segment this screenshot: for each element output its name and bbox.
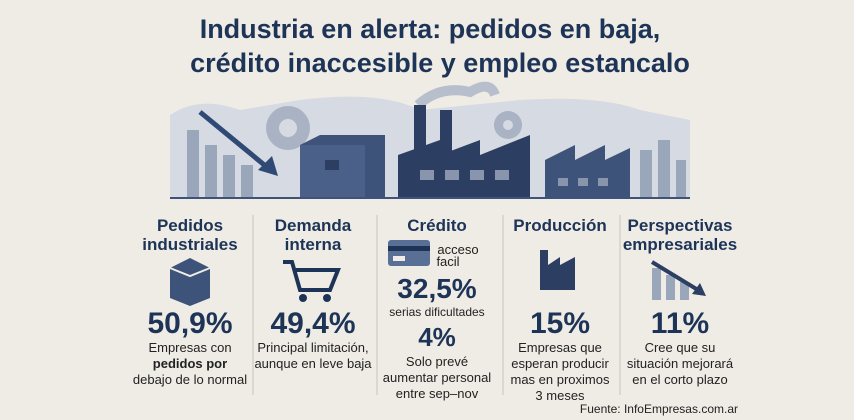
col-pedidos: Pedidos industriales 50,9% Empresas con … <box>133 216 247 387</box>
value: 15% <box>530 307 590 340</box>
heading: Demanda <box>275 216 352 235</box>
title-line: crédito inaccesible y empleo estancalo <box>190 48 690 78</box>
icons <box>169 240 706 306</box>
heading: Pedidos <box>157 216 223 235</box>
description: esperan producir <box>511 356 609 371</box>
col-credito: Crédito acceso facil 32,5% serias dificu… <box>383 216 492 401</box>
heading: empresariales <box>623 235 737 254</box>
description: entre sep–nov <box>396 386 479 401</box>
heading: interna <box>285 235 342 254</box>
value: 11% <box>651 307 709 340</box>
description: Principal limitación, <box>257 340 368 355</box>
illustration <box>170 81 690 199</box>
separators <box>252 215 621 395</box>
col-perspectivas: Perspectivas empresariales 11% Cree que … <box>623 216 737 387</box>
col-demanda: Demanda interna 49,4% Principal limitaci… <box>254 216 372 371</box>
value-caption: serias dificultades <box>389 305 484 319</box>
heading: Perspectivas <box>628 216 733 235</box>
heading: Crédito <box>407 216 467 235</box>
description: 3 meses <box>535 388 585 403</box>
description: mas en proximos <box>511 372 610 387</box>
icon-label: facil <box>436 254 459 269</box>
description: aumentar personal <box>383 370 492 385</box>
source: Fuente: InfoEmpresas.com.ar <box>580 402 738 416</box>
secondary-value: 4% <box>418 322 456 352</box>
heading: industriales <box>142 235 237 254</box>
icon-label: acceso <box>437 242 478 257</box>
description: situación mejorará <box>627 356 734 371</box>
description: pedidos por <box>153 356 227 371</box>
description: Empresas con <box>148 340 231 355</box>
title-line: Industria en alerta: pedidos en baja, <box>200 14 661 44</box>
description: en el corto plazo <box>632 372 727 387</box>
value: 32,5% <box>397 273 476 304</box>
description: Solo prevé <box>406 354 468 369</box>
value: 49,4% <box>270 307 355 340</box>
description: debajo de lo normal <box>133 372 247 387</box>
description: Cree que su <box>645 340 716 355</box>
description: Empresas que <box>518 340 602 355</box>
value: 50,9% <box>147 307 232 340</box>
col-produccion: Producción 15% Empresas que esperan prod… <box>511 216 610 403</box>
heading: Producción <box>513 216 607 235</box>
description: aunque en leve baja <box>254 356 372 371</box>
